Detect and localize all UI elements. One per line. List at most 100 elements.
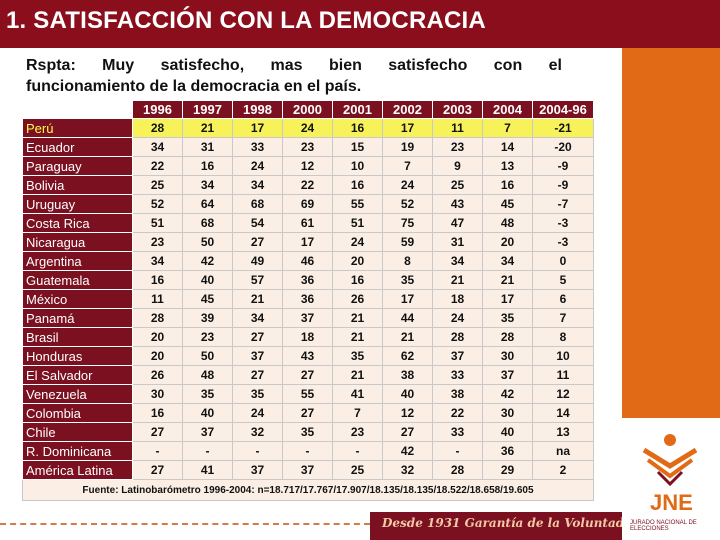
- value-cell: 16: [132, 403, 183, 423]
- value-cell: 34: [132, 251, 183, 271]
- value-cell: 37: [182, 422, 233, 442]
- country-cell: Argentina: [22, 251, 133, 271]
- value-cell: 8: [532, 327, 594, 347]
- answer-word: con: [493, 57, 523, 74]
- value-cell: -: [132, 441, 183, 461]
- table-row: México 11 45 21 36 26 17 18 17 6: [22, 289, 594, 309]
- table-row: Panamá 28 39 34 37 21 44 24 35 7: [22, 308, 594, 328]
- value-cell: 28: [432, 327, 483, 347]
- column-header: 1997: [182, 100, 233, 119]
- value-cell: 33: [232, 137, 283, 157]
- source-note: Fuente: Latinobarómetro 1996-2004: n=18.…: [22, 479, 594, 501]
- value-cell: 35: [482, 308, 533, 328]
- value-cell: 37: [282, 460, 333, 480]
- value-cell: 34: [432, 251, 483, 271]
- value-cell: 24: [232, 156, 283, 176]
- value-cell: 21: [432, 270, 483, 290]
- value-cell: 35: [182, 384, 233, 404]
- value-cell: 15: [332, 137, 383, 157]
- table-body: Perú 28 21 17 24 16 17 11 7 -21 Ecuador 34 31 33 23 15 1…: [22, 118, 594, 501]
- value-cell: 16: [332, 118, 383, 138]
- table-row: Costa Rica 51 68 54 61 51 75 47 48 -3: [22, 213, 594, 233]
- country-cell: Honduras: [22, 346, 133, 366]
- value-cell: -: [232, 441, 283, 461]
- value-cell: 7: [382, 156, 433, 176]
- value-cell: 39: [182, 308, 233, 328]
- title-bar: 1. SATISFACCIÓN CON LA DEMOCRACIA: [0, 0, 720, 48]
- value-cell: 37: [232, 460, 283, 480]
- value-cell: 21: [182, 118, 233, 138]
- value-cell: 22: [432, 403, 483, 423]
- value-cell: 42: [182, 251, 233, 271]
- value-cell: 34: [132, 137, 183, 157]
- jne-logo-word: JNE: [650, 490, 693, 515]
- country-cell: Panamá: [22, 308, 133, 328]
- value-cell: 46: [282, 251, 333, 271]
- footer-slogan: Desde 1931 Garantía de la Voluntad Popul…: [382, 516, 681, 530]
- value-cell: na: [532, 441, 594, 461]
- value-cell: 31: [182, 137, 233, 157]
- table-row: R. Dominicana - - - - -42-36 na: [22, 441, 594, 461]
- value-cell: 27: [382, 422, 433, 442]
- value-cell: 37: [232, 346, 283, 366]
- value-cell: 29: [482, 460, 533, 480]
- value-cell: 55: [332, 194, 383, 214]
- value-cell: 42: [382, 441, 433, 461]
- value-cell: 13: [532, 422, 594, 442]
- value-cell: 68: [182, 213, 233, 233]
- country-cell: Paraguay: [22, 156, 133, 176]
- answer-line-1: Rspta: Muy satisfecho, mas bien satisfecho con…: [26, 55, 562, 76]
- value-cell: 25: [132, 175, 183, 195]
- value-cell: 24: [232, 403, 283, 423]
- value-cell: 16: [332, 175, 383, 195]
- value-cell: 38: [382, 365, 433, 385]
- value-cell: 12: [282, 156, 333, 176]
- value-cell: -3: [532, 213, 594, 233]
- country-cell: El Salvador: [22, 365, 133, 385]
- value-cell: -3: [532, 232, 594, 252]
- table-row: Nicaragua 23 50 27 17 24 59 31 20 -3: [22, 232, 594, 252]
- answer-word: Rspta:: [26, 57, 76, 74]
- value-cell: 34: [232, 175, 283, 195]
- table-row: Chile 27 37 32 35 23 27 33 40 13: [22, 422, 594, 442]
- value-cell: 40: [182, 270, 233, 290]
- value-cell: 54: [232, 213, 283, 233]
- value-cell: 5: [532, 270, 594, 290]
- country-cell: Chile: [22, 422, 133, 442]
- value-cell: 52: [132, 194, 183, 214]
- value-cell: 0: [532, 251, 594, 271]
- value-cell: 37: [432, 346, 483, 366]
- value-cell: 27: [282, 365, 333, 385]
- value-cell: 20: [132, 346, 183, 366]
- value-cell: 23: [132, 232, 183, 252]
- value-cell: 28: [432, 460, 483, 480]
- country-cell: Guatemala: [22, 270, 133, 290]
- country-cell: Brasil: [22, 327, 133, 347]
- value-cell: -20: [532, 137, 594, 157]
- value-cell: 8: [382, 251, 433, 271]
- value-cell: 32: [232, 422, 283, 442]
- value-cell: 61: [282, 213, 333, 233]
- value-cell: 25: [432, 175, 483, 195]
- answer-word: bien: [328, 57, 362, 74]
- country-cell: América Latina: [22, 460, 133, 480]
- value-cell: 57: [232, 270, 283, 290]
- value-cell: 22: [282, 175, 333, 195]
- value-cell: 34: [232, 308, 283, 328]
- table-row: El Salvador 26 48 27 27 21 38 33 37 11: [22, 365, 594, 385]
- table-header-row: 1996 1997 1998 2000 2001 2002 2003 2004 2004-96: [22, 100, 594, 119]
- value-cell: 49: [232, 251, 283, 271]
- country-cell: Perú: [22, 118, 133, 138]
- value-cell: 42: [482, 384, 533, 404]
- value-cell: 30: [132, 384, 183, 404]
- value-cell: 25: [332, 460, 383, 480]
- value-cell: 69: [282, 194, 333, 214]
- country-cell: R. Dominicana: [22, 441, 133, 461]
- column-header: 1996: [132, 100, 183, 119]
- column-header: 2004: [482, 100, 533, 119]
- value-cell: 13: [482, 156, 533, 176]
- country-cell: Nicaragua: [22, 232, 133, 252]
- country-cell: Venezuela: [22, 384, 133, 404]
- value-cell: 75: [382, 213, 433, 233]
- value-cell: 24: [382, 175, 433, 195]
